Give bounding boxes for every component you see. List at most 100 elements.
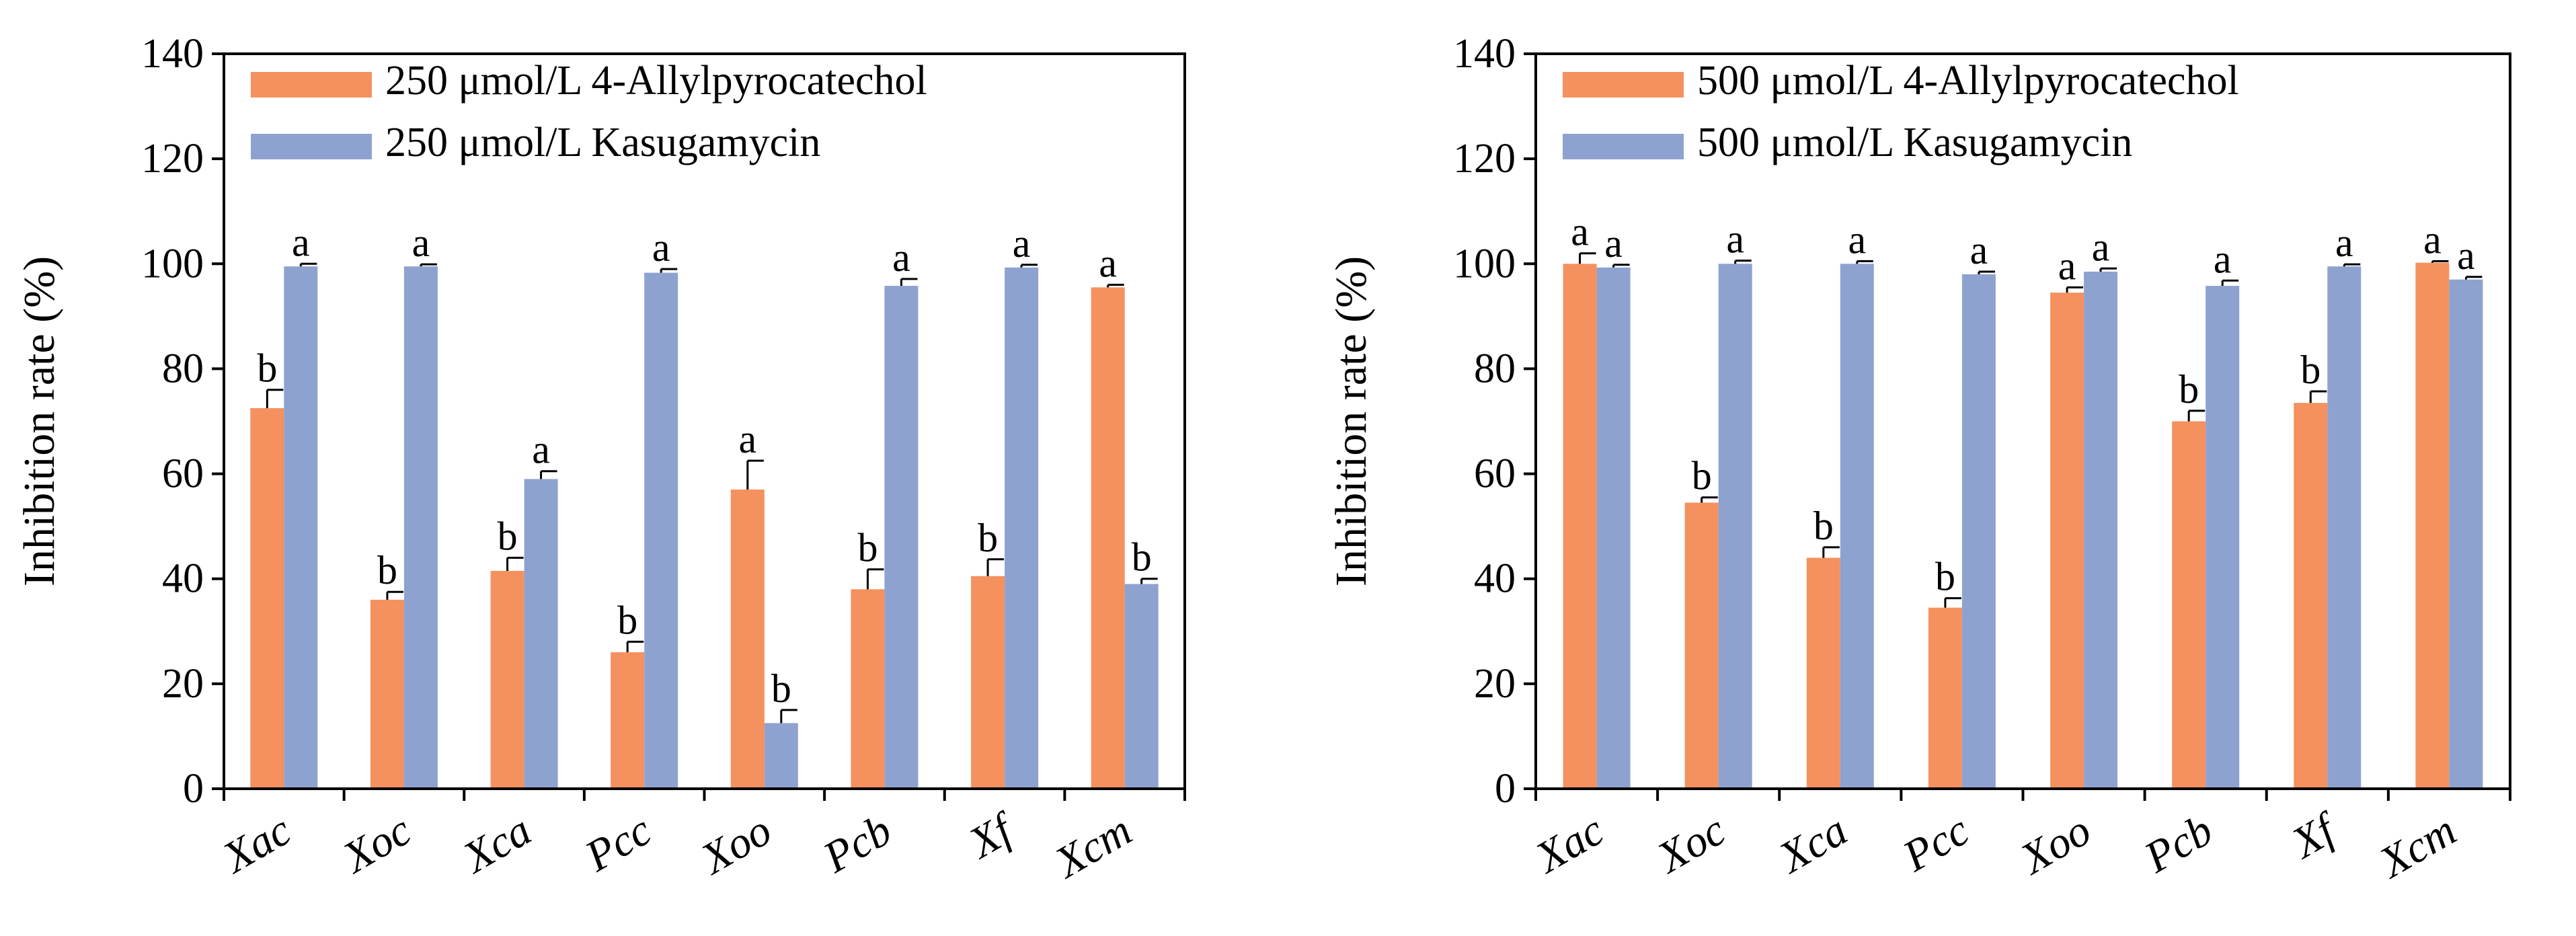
bar-xf-series-0 <box>2294 403 2328 789</box>
bar-pcb-series-0 <box>851 589 885 789</box>
significance-letter: b <box>257 346 277 391</box>
significance-letter: a <box>652 225 670 270</box>
x-tick-label-xac: Xac <box>213 806 299 884</box>
significance-letter: a <box>292 220 310 264</box>
legend-swatch-series-1 <box>251 134 372 159</box>
significance-letter: b <box>2300 348 2320 392</box>
x-tick-label-pcc: Pcc <box>577 806 660 882</box>
bar-xcm-series-1 <box>2449 279 2483 789</box>
x-tick-label-xoo: Xoo <box>691 806 779 885</box>
bar-xoc-series-1 <box>403 266 438 789</box>
bar-pcb-series-0 <box>2172 421 2206 789</box>
bar-pcb-series-1 <box>884 286 919 789</box>
x-tick-label-xoc: Xoc <box>333 806 419 884</box>
significance-letter: b <box>978 516 998 560</box>
significance-letter: a <box>1726 217 1744 262</box>
bar-xca-series-1 <box>1840 264 1874 789</box>
bar-xcm-series-0 <box>2415 262 2450 789</box>
significance-letter: a <box>1970 228 1988 272</box>
legend-label-series-1: 250 μmol/L Kasugamycin <box>385 120 820 165</box>
x-tick-label-pcb: Pcb <box>2136 806 2220 883</box>
significance-letter: a <box>1604 221 1623 266</box>
x-tick-label-xca: Xca <box>453 806 539 884</box>
significance-letter: b <box>498 514 518 559</box>
significance-letter: a <box>2335 221 2353 265</box>
significance-letter: b <box>1813 504 1834 548</box>
legend-swatch-series-1 <box>1563 134 1684 159</box>
y-tick-label: 0 <box>183 766 204 812</box>
y-tick-label: 140 <box>1453 31 1516 77</box>
legend-swatch-series-0 <box>251 72 372 98</box>
y-tick-label: 20 <box>1474 661 1516 707</box>
y-tick-label: 40 <box>1474 556 1516 602</box>
bar-xf-series-1 <box>2327 266 2362 789</box>
significance-letter: b <box>1692 454 1712 498</box>
legend-swatch-series-0 <box>1563 72 1684 98</box>
bar-xoc-series-0 <box>1684 502 1719 789</box>
y-tick-label: 140 <box>141 31 204 77</box>
x-tick-label-xca: Xca <box>1769 806 1855 884</box>
x-tick-label-xf: Xf <box>2282 803 2347 869</box>
y-tick-label: 80 <box>1474 346 1516 391</box>
significance-letter: b <box>771 666 791 711</box>
significance-letter: a <box>2058 243 2076 288</box>
bar-xac-series-1 <box>1596 267 1631 789</box>
significance-letter: a <box>2092 225 2110 269</box>
significance-letter: b <box>2179 367 2199 412</box>
x-tick-label-xac: Xac <box>1526 806 1612 884</box>
x-tick-label-pcb: Pcb <box>815 806 900 883</box>
significance-letter: a <box>1571 210 1589 254</box>
y-tick-label: 120 <box>1453 136 1516 182</box>
bar-xoo-series-0 <box>2050 292 2084 789</box>
bar-xcm-series-0 <box>1091 287 1125 789</box>
bar-pcc-series-1 <box>1961 274 1996 789</box>
x-tick-label-xoc: Xoc <box>1647 806 1733 884</box>
bar-xac-series-1 <box>284 266 318 789</box>
y-tick-label: 60 <box>1474 451 1516 497</box>
bar-xca-series-0 <box>490 571 524 789</box>
bar-pcc-series-0 <box>1928 607 1962 789</box>
y-tick-label: 80 <box>162 346 204 391</box>
y-tick-label: 100 <box>1453 241 1516 286</box>
legend-label-series-0: 250 μmol/L 4-Allylpyrocatechol <box>385 58 927 104</box>
significance-letter: b <box>377 548 397 592</box>
bar-xoc-series-1 <box>1718 264 1752 789</box>
legend-label-series-1: 500 μmol/L Kasugamycin <box>1697 120 2132 165</box>
significance-letter: a <box>532 428 550 472</box>
bar-xoo-series-1 <box>2084 272 2118 789</box>
bar-xoo-series-1 <box>764 723 798 789</box>
significance-letter: b <box>617 598 637 642</box>
bar-xf-series-0 <box>971 576 1005 789</box>
bar-pcc-series-1 <box>644 272 678 789</box>
significance-letter: a <box>1848 217 1866 262</box>
significance-letter: a <box>892 235 910 280</box>
bar-xac-series-0 <box>1563 264 1597 789</box>
bar-xf-series-1 <box>1005 267 1039 789</box>
bar-xca-series-0 <box>1806 557 1840 789</box>
significance-letter: a <box>2457 233 2475 278</box>
significance-letter: a <box>2423 217 2442 262</box>
bar-xca-series-1 <box>524 479 558 789</box>
y-tick-label: 60 <box>162 451 204 497</box>
y-tick-label: 20 <box>162 661 204 707</box>
significance-letter: a <box>1013 221 1031 266</box>
x-tick-label-xcm: Xcm <box>2370 806 2464 888</box>
y-axis-label: Inhibition rate (%) <box>1327 256 1376 586</box>
bar-xoo-series-0 <box>730 490 765 789</box>
significance-letter: a <box>1099 241 1117 286</box>
bar-pcb-series-1 <box>2206 286 2240 789</box>
bar-xoc-series-0 <box>370 599 404 789</box>
y-tick-label: 40 <box>162 556 204 602</box>
significance-letter: b <box>1132 535 1152 580</box>
bar-pcc-series-0 <box>611 652 645 789</box>
legend-label-series-0: 500 μmol/L 4-Allylpyrocatechol <box>1697 58 2239 104</box>
y-axis-label: Inhibition rate (%) <box>15 256 64 586</box>
significance-letter: a <box>412 221 430 265</box>
x-tick-label-xcm: Xcm <box>1046 806 1140 888</box>
bar-xac-series-0 <box>250 408 284 789</box>
significance-letter: b <box>1935 555 1955 599</box>
x-tick-label-xf: Xf <box>960 803 1025 869</box>
